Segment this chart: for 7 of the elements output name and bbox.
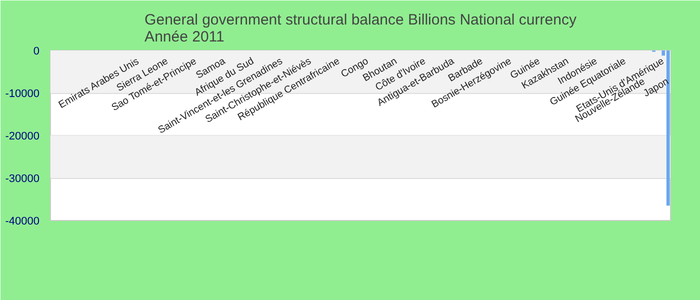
y-tick-label: -20000 xyxy=(5,130,40,142)
y-tick-label: -40000 xyxy=(5,216,40,228)
y-tick-label: 0 xyxy=(33,46,40,58)
chart-title: General government structural balance Billions National currency xyxy=(144,12,577,28)
chart-subtitle: Année 2011 xyxy=(144,28,224,46)
y-tick-label: -10000 xyxy=(5,88,40,100)
y-tick-label: -30000 xyxy=(5,173,40,185)
